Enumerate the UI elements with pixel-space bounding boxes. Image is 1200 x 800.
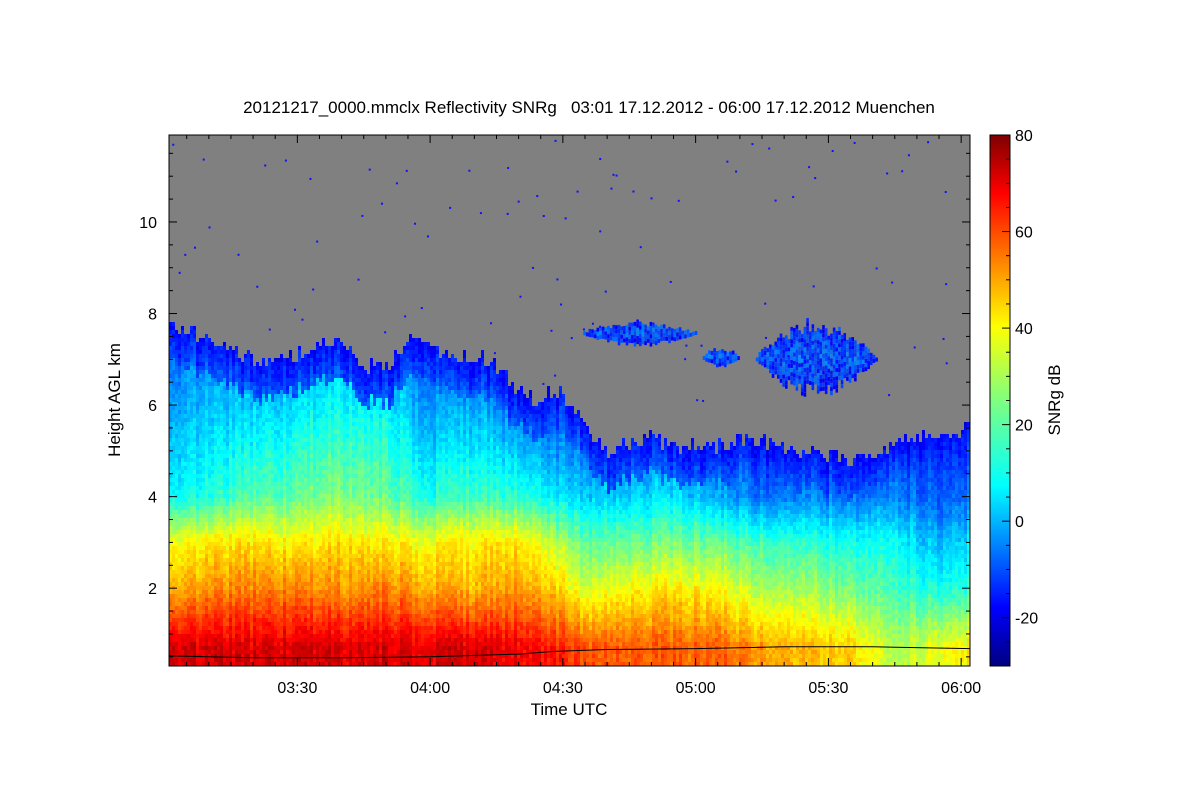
x-tick-label: 04:30 <box>543 680 583 697</box>
upper-cloud-patches <box>583 318 878 397</box>
y-tick-label: 6 <box>148 398 157 415</box>
y-axis-title: Height AGL km <box>105 343 124 457</box>
x-tick-label: 04:00 <box>410 680 450 697</box>
x-axis-title: Time UTC <box>531 700 608 719</box>
colorbar-tick-label: 20 <box>1015 418 1033 435</box>
x-tick-label: 05:00 <box>676 680 716 697</box>
colorbar-tick-label: 0 <box>1015 514 1024 531</box>
y-axis: 2 4 6 8 10 <box>139 152 970 658</box>
plot-area <box>168 135 971 666</box>
colorbar-title: SNRg dB <box>1045 365 1064 436</box>
y-tick-label: 4 <box>148 490 157 507</box>
colorbar-tick-label: 80 <box>1015 128 1033 145</box>
snr-field <box>169 322 970 666</box>
x-axis: 03:30 04:00 04:30 05:00 05:30 06:00 <box>186 135 981 697</box>
colorbar-axis: -20 0 20 40 60 80 <box>1002 128 1038 643</box>
plot-frame <box>168 134 971 667</box>
y-tick-label: 8 <box>148 307 157 324</box>
x-tick-label: 06:00 <box>941 680 981 697</box>
colorbar-tick-label: 40 <box>1015 321 1033 338</box>
noise-dots <box>172 139 948 402</box>
x-tick-label: 03:30 <box>277 680 317 697</box>
x-tick-label: 05:30 <box>808 680 848 697</box>
colorbar-tick-label: -20 <box>1015 611 1038 628</box>
y-tick-label: 10 <box>139 215 157 232</box>
y-tick-label: 2 <box>148 581 157 598</box>
colorbar-tick-label: 60 <box>1015 225 1033 242</box>
chart-title: 20121217_0000.mmclx Reflectivity SNRg 03… <box>243 98 935 117</box>
bottom-boundary-line <box>168 646 971 659</box>
